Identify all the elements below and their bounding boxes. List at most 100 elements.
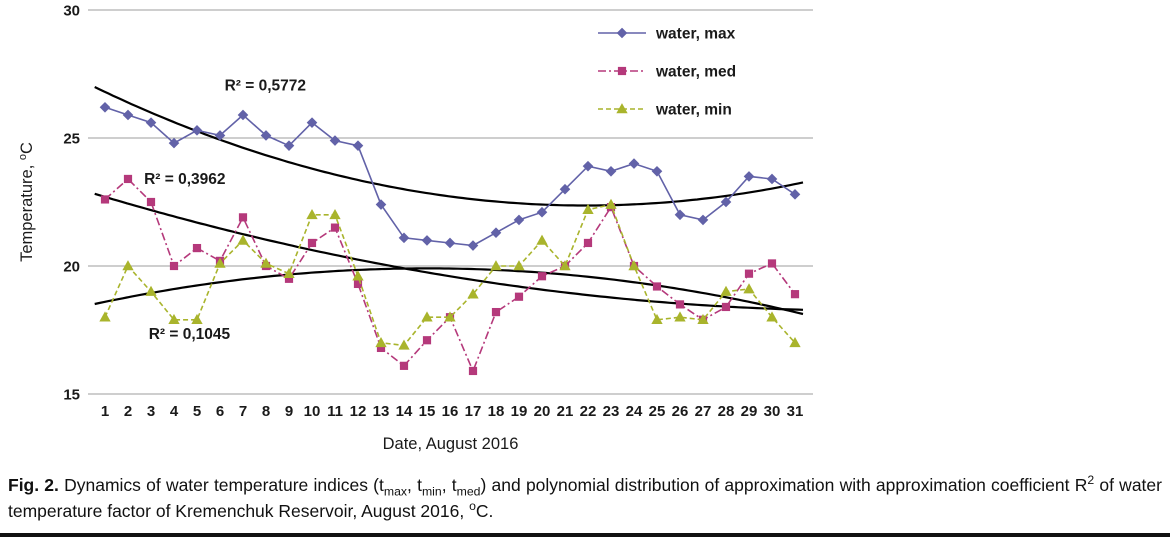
diamond-marker [789, 189, 801, 200]
diamond-marker [398, 232, 410, 244]
x-tick-label: 22 [580, 403, 597, 420]
diamond-marker [651, 165, 663, 177]
caption-segment: o [469, 499, 476, 514]
triangle-marker [697, 313, 709, 325]
square-marker [790, 290, 800, 299]
caption-segment: max [383, 484, 408, 499]
square-marker [238, 213, 248, 222]
square-marker [399, 361, 409, 370]
triangle-marker [122, 260, 134, 271]
x-tick-label: 30 [764, 403, 781, 420]
square-marker [330, 223, 340, 232]
triangle-marker [536, 234, 548, 245]
square-marker [100, 195, 110, 204]
diamond-marker [444, 237, 456, 249]
x-tick-label: 23 [603, 403, 620, 420]
diamond-marker [191, 125, 203, 136]
x-tick-label: 31 [787, 403, 804, 420]
series-water-max [99, 101, 801, 251]
legend-item: water, min [598, 102, 732, 119]
square-marker [491, 307, 501, 317]
diamond-marker [329, 135, 341, 146]
square-marker [767, 259, 777, 268]
square-marker [192, 243, 202, 253]
diamond-marker [260, 130, 272, 141]
triangle-marker [628, 260, 640, 271]
square-marker [422, 336, 432, 345]
diamond-marker [559, 183, 571, 195]
square-marker [169, 261, 179, 271]
diamond-marker [467, 240, 479, 251]
diamond-marker [674, 209, 686, 221]
triangle-marker [375, 336, 387, 348]
x-tick-label: 29 [741, 403, 758, 420]
x-tick-label: 5 [193, 403, 201, 420]
gridlines [88, 9, 813, 395]
triangle-marker [398, 339, 410, 350]
legend-label: water, min [655, 102, 732, 119]
x-tick-label: 11 [327, 403, 343, 420]
y-tick-label: 25 [63, 131, 80, 148]
series-water-min [99, 198, 801, 350]
page-bottom-rule [0, 533, 1170, 537]
diamond-marker [743, 171, 755, 182]
triangle-marker [616, 103, 628, 114]
x-tick-label: 24 [626, 403, 643, 420]
triangle-marker [168, 313, 180, 325]
x-tick-label: 27 [695, 403, 712, 420]
legend-item: water, med [598, 64, 736, 81]
square-marker [537, 272, 547, 281]
triangle-marker [789, 336, 801, 348]
x-tick-label: 14 [396, 403, 413, 420]
diamond-marker [283, 140, 295, 151]
trend-curve [94, 86, 804, 207]
triangle-marker [329, 208, 341, 220]
caption-segment: med [456, 484, 481, 499]
triangle-marker [260, 257, 272, 268]
triangle-marker [559, 260, 571, 271]
triangle-marker [145, 285, 157, 296]
caption-segment: , t [407, 475, 422, 495]
diamond-marker [168, 137, 180, 149]
x-tick-label: 20 [534, 403, 551, 420]
x-tick-label: 13 [373, 403, 390, 420]
x-axis-ticks: 1 2 3 4 5 6 7 8 9 10 11 12 13 14 15 16 17 18 19 20 21 22 23 24 2… [101, 403, 804, 420]
x-tick-label: 2 [124, 403, 132, 420]
x-tick-label: 17 [465, 403, 482, 420]
triangle-marker [766, 311, 778, 322]
diamond-marker [605, 165, 617, 177]
x-tick-label: 28 [718, 403, 735, 420]
x-tick-label: 26 [672, 403, 689, 420]
trend-curve [94, 192, 804, 311]
square-marker [468, 366, 478, 376]
y-axis-ticks: 15 20 25 30 [63, 3, 80, 404]
diamond-marker [421, 235, 433, 246]
y-axis-title: Temperature, oC [17, 142, 36, 262]
triangle-marker [582, 203, 594, 214]
triangle-marker [237, 234, 249, 245]
x-tick-label: 25 [649, 403, 666, 420]
square-marker [744, 269, 754, 278]
triangle-marker [444, 311, 456, 322]
triangle-marker [467, 288, 479, 299]
triangle-marker [99, 311, 111, 322]
series-water-med [100, 174, 800, 376]
diamond-marker [306, 117, 318, 128]
square-marker [675, 300, 685, 309]
x-tick-label: 8 [262, 403, 270, 420]
x-tick-label: 3 [147, 403, 155, 420]
x-tick-label: 16 [442, 403, 459, 420]
caption-segment: ) and polynomial distribution of approxi… [480, 475, 1088, 495]
triangle-marker [352, 270, 364, 281]
diamond-marker [766, 173, 778, 185]
caption-segment: 2 [1087, 473, 1095, 488]
caption-segment: C. [475, 501, 494, 522]
r-squared-label: R² = 0,5772 [225, 78, 306, 95]
trendlines: R² = 0,5772 R² = 0,3962 R² = 0,1045 [94, 78, 804, 343]
x-tick-label: 19 [511, 403, 528, 420]
x-tick-label: 15 [419, 403, 436, 420]
square-marker [583, 238, 593, 248]
square-marker [123, 174, 133, 184]
r-squared-label: R² = 0,1045 [149, 326, 231, 343]
